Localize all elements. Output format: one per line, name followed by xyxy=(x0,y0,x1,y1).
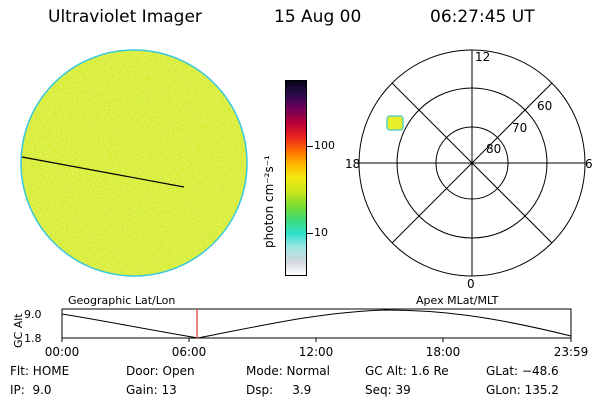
hour-tick-label: 06:00 xyxy=(172,345,207,359)
altitude-plot-frame xyxy=(61,308,572,339)
colorbar-tick xyxy=(307,233,313,234)
colorbar-tick xyxy=(307,146,313,147)
apex-caption: Apex MLat/MLT xyxy=(416,294,499,307)
uv-image-panel xyxy=(20,49,248,277)
lat-label-70: 70 xyxy=(512,121,527,135)
mode-status: Mode: Normal xyxy=(246,364,330,378)
colorbar-tick-label: 100 xyxy=(314,139,335,152)
colorbar xyxy=(285,80,307,276)
satellite-track-line xyxy=(21,156,185,188)
lat-label-60: 60 xyxy=(537,99,552,113)
gc-altitude-status: GC Alt: 1.6 Re xyxy=(365,364,449,378)
door-status: Door: Open xyxy=(126,364,195,378)
geographic-caption: Geographic Lat/Lon xyxy=(68,294,175,307)
geographic-latitude: GLat: −48.6 xyxy=(486,364,559,378)
time-label: 06:27:45 UT xyxy=(430,7,535,27)
geographic-longitude: GLon: 135.2 xyxy=(486,383,559,397)
colorbar-tick-label: 10 xyxy=(314,226,328,239)
mlt-label-18: 18 xyxy=(345,157,360,171)
altitude-timeline: Geographic Lat/Lon Apex MLat/MLT GC Alt … xyxy=(12,294,589,359)
polar-diagonal xyxy=(391,82,553,244)
flight-status: Flt: HOME xyxy=(10,364,70,378)
altitude-tick-label: 1.8 xyxy=(24,332,42,345)
hour-tick-label: 12:00 xyxy=(299,345,334,359)
instrument-title: Ultraviolet Imager xyxy=(48,7,202,27)
aurora-spot xyxy=(386,115,404,131)
dsp-status: Dsp: 3.9 xyxy=(246,383,312,397)
altitude-tick-label: 9.0 xyxy=(24,308,42,321)
altitude-curve xyxy=(61,309,572,339)
mlt-label-0: 0 xyxy=(467,277,475,290)
earth-disk xyxy=(20,49,248,277)
mlt-label-12: 12 xyxy=(475,50,490,64)
sequence-status: Seq: 39 xyxy=(365,383,411,397)
mlt-label-6: 6 xyxy=(585,157,593,171)
altitude-axis-label: GC Alt xyxy=(12,313,25,348)
gain-status: Gain: 13 xyxy=(126,383,177,397)
hour-tick-label: 00:00 xyxy=(45,345,80,359)
ip-status: IP: 9.0 xyxy=(10,383,52,397)
date-label: 15 Aug 00 xyxy=(274,7,362,27)
lat-label-80: 80 xyxy=(486,142,501,156)
colorbar-unit-label: photon cm⁻²s⁻¹ xyxy=(262,155,276,248)
polar-dial: 12 18 6 0 60 70 80 xyxy=(345,49,593,290)
hour-tick-label: 18:00 xyxy=(426,345,461,359)
hour-tick-label: 23:59 xyxy=(554,345,589,359)
